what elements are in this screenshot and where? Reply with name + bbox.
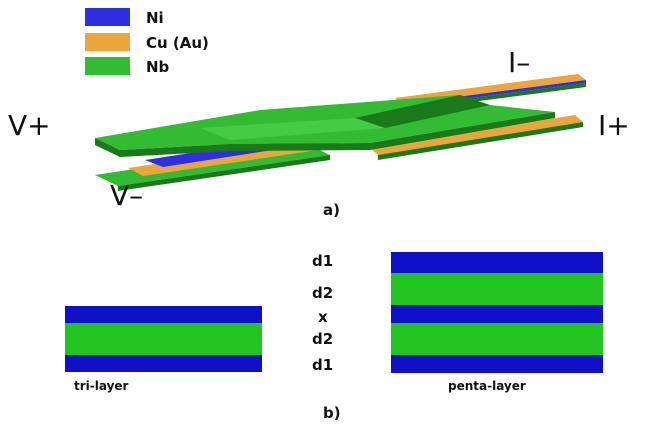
nb-strip-lower-edge (118, 155, 330, 191)
pentalayer-layer-5 (391, 355, 603, 373)
legend-label-cu: Cu (Au) (146, 34, 209, 52)
nb-strip-upper-edge (95, 112, 555, 157)
layer-label-d2-upper: d2 (312, 284, 333, 302)
layer-label-d1-bottom: d1 (312, 356, 333, 374)
layer-label-d2-lower: d2 (312, 330, 333, 348)
pentalayer-caption: penta-layer (448, 379, 526, 393)
layer-label-x: x (318, 308, 328, 326)
terminal-i-minus: I– (508, 46, 530, 79)
legend-swatch-cu (85, 33, 130, 51)
nb-step-highlight (200, 118, 385, 140)
pentalayer-layer-3 (391, 305, 603, 323)
cu-strip-right-edge (378, 122, 583, 160)
legend-swatch-nb (85, 57, 130, 75)
trilayer-layer-1 (65, 306, 262, 323)
panel-a-label: a) (323, 201, 340, 219)
legend-label-nb: Nb (146, 58, 170, 76)
pentalayer-layer-4 (391, 323, 603, 355)
trilayer-layer-2 (65, 323, 262, 355)
cu-strip-right (370, 115, 583, 155)
layer-label-d1-top: d1 (312, 252, 333, 270)
terminal-i-plus: I+ (598, 109, 630, 142)
trilayer-stack (65, 306, 262, 372)
legend: Ni Cu (Au) Nb (85, 8, 209, 76)
pentalayer-stack (391, 252, 603, 373)
layer-labels: d1 d2 x d2 d1 (312, 252, 333, 374)
device-3d-drawing: V+ V– I– I+ a) (8, 46, 630, 219)
legend-label-ni: Ni (146, 9, 164, 27)
pentalayer-layer-2 (391, 273, 603, 305)
pentalayer-layer-1 (391, 252, 603, 273)
trilayer-layer-3 (65, 355, 262, 372)
terminal-v-plus: V+ (8, 109, 51, 142)
nb-step-shadow (355, 95, 490, 128)
panel-b-label: b) (323, 404, 341, 422)
trilayer-caption: tri-layer (74, 379, 129, 393)
legend-swatch-ni (85, 8, 130, 26)
terminal-v-minus: V– (110, 179, 143, 212)
